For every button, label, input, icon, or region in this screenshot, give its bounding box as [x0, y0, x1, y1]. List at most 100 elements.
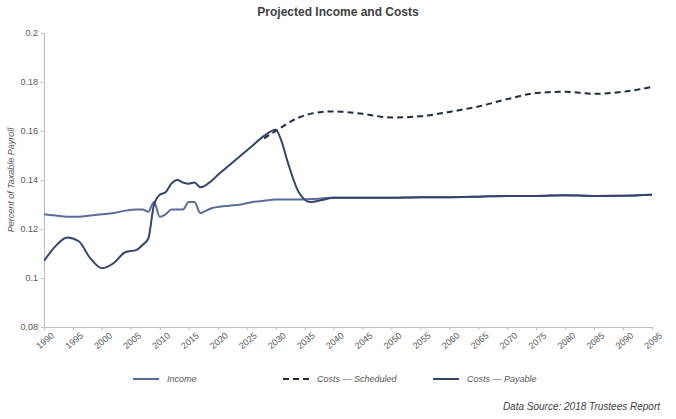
x-tick-label: 2085 [585, 331, 607, 352]
x-tick-mark [449, 327, 450, 330]
y-tick: 0.16 [20, 126, 44, 136]
series-line [264, 87, 652, 138]
x-axis: 1990 1995 2000 2005 2010 2015 2020 2025 2030 2035… [34, 327, 664, 351]
x-tick: 2025 [237, 327, 259, 351]
x-tick-mark [305, 327, 306, 330]
x-tick-label: 2055 [411, 331, 433, 352]
x-tick: 2065 [469, 327, 491, 351]
x-tick-label: 2005 [121, 331, 143, 352]
x-tick-label: 2035 [295, 331, 317, 352]
y-tick-mark [41, 33, 44, 34]
y-tick-label: 0.16 [20, 126, 38, 136]
y-tick-label: 0.12 [20, 224, 38, 234]
x-tick: 2085 [585, 327, 607, 351]
chart-svg: Projected Income and Costs 0.08 0.1 0.12 0.1… [0, 0, 676, 419]
x-tick: 2045 [353, 327, 375, 351]
x-tick: 2040 [324, 327, 346, 351]
plot-area [44, 87, 652, 268]
x-tick-label: 2070 [498, 331, 520, 352]
x-axis-line [45, 328, 653, 331]
legend-swatch [283, 378, 309, 380]
x-tick-label: 2095 [642, 331, 664, 352]
y-axis: 0.08 0.1 0.12 0.14 0.16 0.18 0.2 [20, 28, 44, 332]
y-tick-label: 0.08 [20, 322, 38, 332]
x-tick: 2090 [614, 327, 636, 351]
x-tick-label: 2075 [527, 331, 549, 352]
x-tick: 2035 [295, 327, 317, 351]
y-tick-label: 0.2 [25, 28, 38, 38]
x-tick-label: 2040 [324, 331, 346, 352]
y-tick: 0.2 [25, 28, 44, 38]
x-tick: 2030 [266, 327, 288, 351]
y-tick-label: 0.18 [20, 77, 38, 87]
legend: Income Costs — Scheduled Costs — Payable [133, 374, 537, 384]
y-tick: 0.1 [25, 273, 44, 283]
y-tick-mark [41, 278, 44, 279]
x-tick-mark [189, 327, 190, 330]
x-tick-label: 2065 [469, 331, 491, 352]
x-tick-label: 2050 [382, 331, 404, 352]
y-tick-mark [41, 327, 44, 328]
legend-label: Costs — Payable [467, 374, 537, 384]
y-tick-mark [41, 82, 44, 83]
x-tick-mark [247, 327, 248, 330]
y-tick-label: 0.1 [25, 273, 38, 283]
x-tick: 2070 [498, 327, 520, 351]
x-tick-mark [478, 327, 479, 330]
y-tick-mark [41, 131, 44, 132]
x-tick-label: 2010 [150, 331, 172, 352]
x-tick: 2055 [411, 327, 433, 351]
y-tick: 0.14 [20, 175, 44, 185]
y-tick-mark [41, 180, 44, 181]
source-note: Data Source: 2018 Trustees Report [503, 401, 661, 412]
x-tick: 2095 [642, 327, 664, 351]
x-tick-mark [160, 327, 161, 330]
x-tick-mark [391, 327, 392, 330]
y-tick: 0.18 [20, 77, 44, 87]
x-tick-mark [102, 327, 103, 330]
x-tick-mark [623, 327, 624, 330]
x-tick: 2010 [150, 327, 172, 351]
x-tick-label: 2025 [237, 331, 259, 352]
x-tick-label: 2045 [353, 331, 375, 352]
legend-label: Costs — Scheduled [317, 374, 398, 384]
x-tick-mark [131, 327, 132, 330]
x-tick-label: 2090 [614, 331, 636, 352]
x-tick-label: 2060 [440, 331, 462, 352]
x-tick-label: 1995 [63, 331, 85, 352]
x-tick: 2060 [440, 327, 462, 351]
x-tick-label: 2015 [179, 331, 201, 352]
x-tick-label: 2080 [556, 331, 578, 352]
series-line [44, 130, 652, 268]
x-tick-mark [73, 327, 74, 330]
x-tick-mark [594, 327, 595, 330]
x-tick-mark [44, 327, 45, 330]
legend-label: Income [167, 374, 197, 384]
x-tick-mark [362, 327, 363, 330]
x-tick-mark [218, 327, 219, 330]
y-tick-label: 0.14 [20, 175, 38, 185]
x-tick-label: 2000 [92, 331, 114, 352]
x-tick: 1990 [34, 327, 56, 351]
x-tick-label: 1990 [34, 331, 56, 352]
y-tick-mark [41, 229, 44, 230]
x-tick-mark [334, 327, 335, 330]
y-axis-line [41, 34, 45, 328]
x-tick: 2080 [556, 327, 578, 351]
y-axis-title: Percent of Taxable Payroll [6, 127, 16, 233]
chart-title: Projected Income and Costs [257, 5, 419, 19]
x-tick: 2000 [92, 327, 114, 351]
x-tick: 2015 [179, 327, 201, 351]
x-tick-label: 2030 [266, 331, 288, 352]
y-tick: 0.08 [20, 322, 44, 332]
x-tick-mark [276, 327, 277, 330]
x-tick: 2020 [208, 327, 230, 351]
x-tick-mark [420, 327, 421, 330]
x-tick-label: 2020 [208, 331, 230, 352]
x-tick: 2050 [382, 327, 404, 351]
x-tick-mark [565, 327, 566, 330]
x-tick: 2005 [121, 327, 143, 351]
legend-swatch [433, 378, 459, 380]
x-tick-mark [507, 327, 508, 330]
legend-swatch [133, 378, 159, 380]
